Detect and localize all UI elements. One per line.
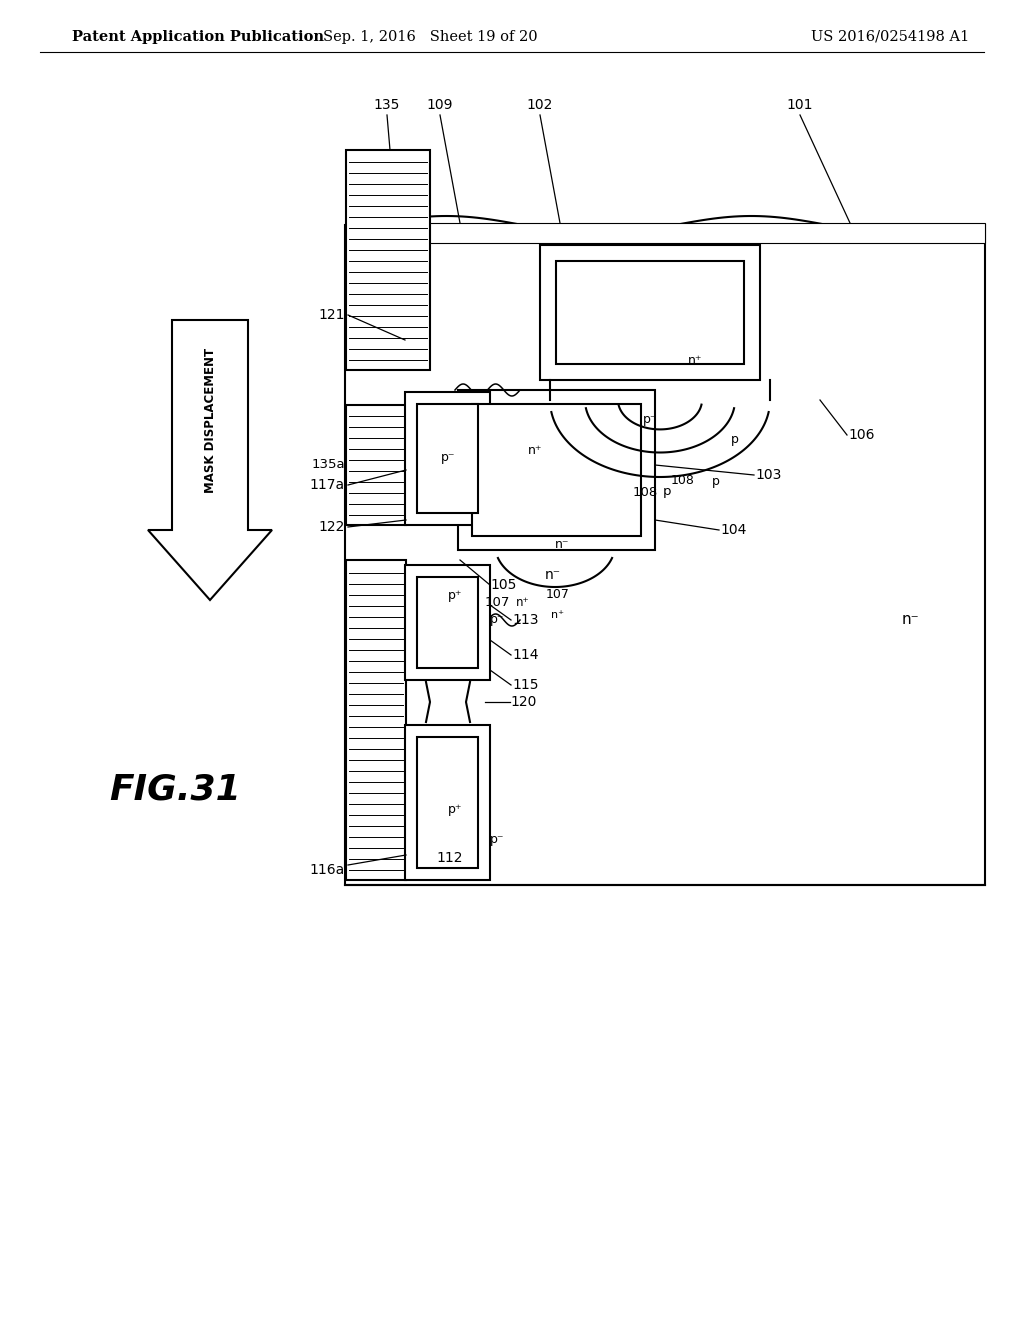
Text: 105: 105	[490, 578, 516, 591]
Text: 101: 101	[786, 98, 813, 112]
Text: 135a: 135a	[311, 458, 345, 471]
Text: n⁺: n⁺	[516, 595, 529, 609]
Bar	[406, 725, 490, 880]
Bar	[406, 392, 490, 525]
Text: 121: 121	[318, 308, 345, 322]
Text: p: p	[731, 433, 739, 446]
Polygon shape	[148, 319, 272, 601]
Bar	[406, 565, 490, 680]
Text: 108: 108	[633, 486, 658, 499]
Text: 107: 107	[484, 595, 510, 609]
Text: 117a: 117a	[310, 478, 345, 492]
Text: 107: 107	[546, 589, 570, 602]
Bar	[417, 737, 478, 869]
Text: n⁺: n⁺	[688, 354, 702, 367]
Text: 103: 103	[755, 469, 781, 482]
Text: MASK DISPLACEMENT: MASK DISPLACEMENT	[204, 347, 216, 492]
Text: p⁻: p⁻	[490, 614, 505, 627]
Text: US 2016/0254198 A1: US 2016/0254198 A1	[811, 30, 969, 44]
Text: Sep. 1, 2016   Sheet 19 of 20: Sep. 1, 2016 Sheet 19 of 20	[323, 30, 538, 44]
Text: 112: 112	[437, 851, 463, 865]
Text: p⁺: p⁺	[447, 589, 462, 602]
Bar	[472, 404, 641, 536]
Text: p⁻: p⁻	[490, 833, 505, 846]
Text: FIG.31: FIG.31	[110, 774, 241, 807]
Text: p⁻: p⁻	[643, 413, 657, 426]
Text: 113: 113	[512, 612, 539, 627]
Text: p⁻: p⁻	[440, 450, 456, 463]
Bar	[346, 405, 406, 525]
Text: n⁻: n⁻	[901, 612, 919, 627]
Text: 115: 115	[512, 678, 539, 692]
Text: p: p	[663, 486, 672, 499]
Text: n⁻: n⁻	[545, 568, 561, 582]
Text: 108: 108	[671, 474, 695, 487]
Bar	[430, 223, 985, 243]
Text: 106: 106	[848, 428, 874, 442]
Bar	[540, 246, 760, 380]
Text: 114: 114	[512, 648, 539, 663]
Bar	[458, 389, 655, 550]
Bar	[345, 224, 985, 884]
Bar	[346, 150, 430, 370]
Text: 104: 104	[720, 523, 746, 537]
Text: 102: 102	[526, 98, 553, 112]
Bar	[417, 577, 478, 668]
Text: 120: 120	[510, 696, 537, 709]
Text: 109: 109	[427, 98, 454, 112]
Text: n⁺: n⁺	[552, 610, 564, 620]
Text: n⁻: n⁻	[555, 539, 569, 552]
Bar	[556, 261, 744, 364]
Text: 116a: 116a	[309, 863, 345, 876]
Text: 122: 122	[318, 520, 345, 535]
Text: n⁺: n⁺	[527, 444, 543, 457]
Text: Patent Application Publication: Patent Application Publication	[72, 30, 324, 44]
Bar	[417, 404, 478, 513]
Text: p⁺: p⁺	[447, 804, 462, 817]
Text: p: p	[712, 475, 720, 488]
Text: 135: 135	[374, 98, 400, 112]
Bar	[346, 560, 406, 880]
